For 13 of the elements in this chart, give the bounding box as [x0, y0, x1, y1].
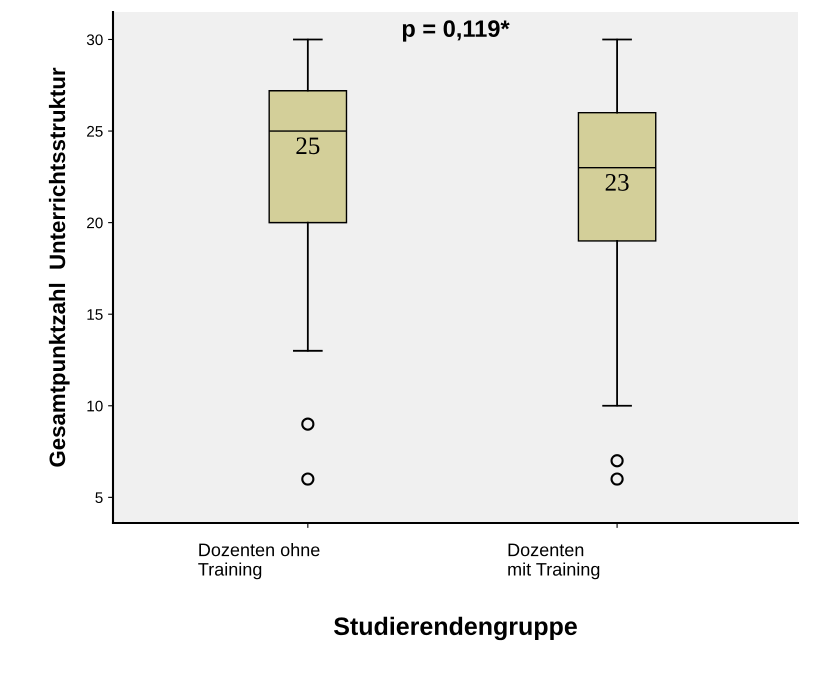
annotation: 25 — [296, 137, 320, 154]
y-tick-label: 30 — [86, 34, 103, 46]
y-tick-label: 20 — [87, 217, 103, 228]
x-tick-label: Dozenten ohne Training — [198, 543, 320, 580]
y-axis-title: Gesamtpunktzahl Unterrichtsstruktur — [48, 68, 70, 467]
y-tick-label: 5 — [95, 492, 103, 504]
y-tick-label: 15 — [87, 309, 103, 320]
y-tick-label: 10 — [87, 400, 103, 412]
x-tick-label: Dozenten mit Training — [508, 544, 600, 580]
x-axis-title: Studierendengruppe — [334, 616, 577, 640]
y-tick-label: 25 — [87, 126, 103, 137]
annotation: 23 — [606, 174, 629, 191]
annotation: p = 0,119* — [402, 20, 510, 42]
